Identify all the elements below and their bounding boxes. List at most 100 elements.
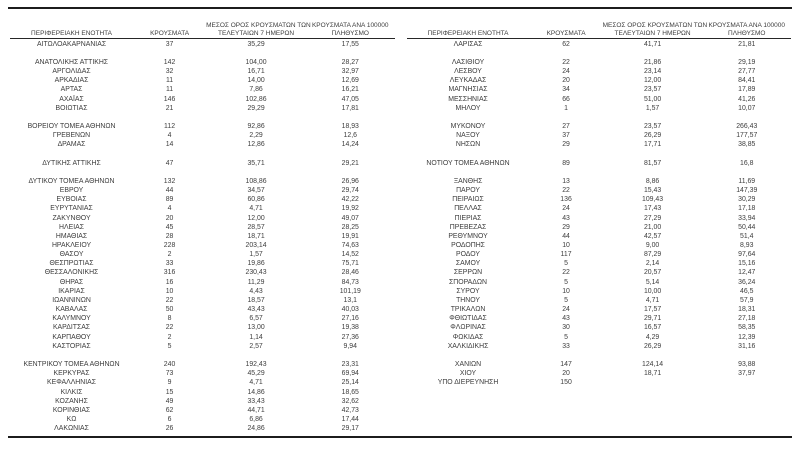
region-cell: ΚΟΖΑΝΗΣ	[55, 397, 88, 405]
avg7-header: ΜΕΣΟΣ ΟΡΟΣ ΚΡΟΥΣΜΑΤΩΝ ΤΩΝ ΤΕΛΕΥΤΑΙΩΝ 7 Η…	[603, 22, 708, 37]
cases-cell: 29	[562, 141, 570, 149]
avg7-cell: 4,43	[249, 287, 263, 295]
cases-cell: 240	[163, 361, 176, 369]
avg7-cell: 21,00	[643, 223, 662, 231]
avg7-cell: 81,57	[643, 159, 662, 167]
avg7-cell: 24,86	[247, 425, 265, 433]
table-row: ΔΡΑΜΑΣ 14 12,86 14,24	[10, 140, 395, 149]
per100k-cell: 40,03	[341, 306, 359, 314]
table-row: ΤΗΝΟΥ 5 4,71 57,9	[407, 296, 792, 305]
per100k-header-line2: ΠΛΗΘΥΣΜΟ	[728, 29, 766, 37]
region-cell: ΚΟΡΙΝΘΙΑΣ	[52, 406, 91, 414]
avg7-cell: 60,86	[247, 196, 265, 204]
avg7-cell: 16,71	[247, 68, 265, 76]
per100k-cell: 17,89	[738, 86, 756, 94]
table-row: ΥΠΟ ΔΙΕΡΕΥΝΗΣΗ 150	[407, 378, 792, 387]
table-row: ΤΡΙΚΑΛΩΝ 24 17,57 18,31	[407, 305, 792, 314]
per100k-cell: 23,31	[341, 361, 359, 369]
per100k-cell: 84,41	[738, 77, 756, 85]
table-row: ΑΙΤΩΛΟΑΚΑΡΝΑΝΙΑΣ 37 35,29 17,55	[10, 40, 395, 49]
cases-cell: 132	[163, 177, 176, 185]
avg7-cell: 4,71	[645, 296, 660, 304]
per100k-header-line1: ΚΡΟΥΣΜΑΤΑ ΑΝΑ 100000	[311, 22, 389, 30]
table-row: ΚΑΛΥΜΝΟΥ 8 6,57 27,16	[10, 314, 395, 323]
per100k-cell: 28,25	[341, 223, 359, 231]
region-cell: ΜΗΛΟΥ	[455, 104, 481, 112]
region-cell: ΤΗΝΟΥ	[456, 296, 480, 304]
region-cell: ΣΕΡΡΩΝ	[453, 269, 483, 277]
avg7-cell: 6,57	[249, 315, 263, 323]
region-cell: ΣΠΟΡΑΔΩΝ	[449, 278, 488, 286]
avg7-cell: 124,14	[642, 361, 664, 369]
table-row: ΚΙΛΚΙΣ 15 14,86 18,65	[10, 387, 395, 396]
cases-cell: 24	[562, 306, 570, 314]
table-row	[10, 351, 395, 360]
cases-cell: 5	[564, 333, 568, 341]
table-row: ΡΟΔΟΥ 117 87,29 97,64	[407, 250, 792, 259]
avg7-cell: 4,71	[249, 205, 263, 213]
cases-cell: 24	[562, 68, 570, 76]
table-row: ΧΙΟΥ 20 18,71 37,97	[407, 369, 792, 378]
avg7-cell: 16,57	[643, 324, 662, 332]
per100k-header-line2: ΠΛΗΘΥΣΜΟ	[331, 29, 369, 37]
cases-cell: 5	[167, 342, 172, 350]
region-cell: ΦΘΙΩΤΙΔΑΣ	[449, 315, 487, 323]
cases-cell: 13	[562, 177, 570, 185]
table-row	[407, 406, 792, 415]
cases-cell: 4	[167, 205, 172, 213]
cases-cell: 15	[165, 388, 174, 396]
bottom-border-line	[8, 436, 792, 438]
cases-header: ΚΡΟΥΣΜΑΤΑ	[546, 29, 586, 37]
region-cell: ΖΑΚΥΝΘΟΥ	[52, 214, 91, 222]
table-row: ΚΟΖΑΝΗΣ 49 33,43 32,62	[10, 397, 395, 406]
avg7-cell: 12,00	[643, 77, 662, 85]
table-row: ΠΡΕΒΕΖΑΣ 29 21,00 50,44	[407, 223, 792, 232]
cases-cell: 22	[562, 187, 570, 195]
region-cell: ΗΜΑΘΙΑΣ	[55, 232, 88, 240]
cases-cell: 22	[562, 269, 570, 277]
avg7-cell: 1,57	[249, 251, 263, 259]
region-cell: ΠΙΕΡΙΑΣ	[454, 214, 482, 222]
cases-cell: 146	[163, 95, 176, 103]
table-row	[10, 49, 395, 58]
table-row: ΦΩΚΙΔΑΣ 5 4,29 12,39	[407, 333, 792, 342]
region-cell: ΑΡΚΑΔΙΑΣ	[54, 77, 89, 85]
avg7-cell: 2,57	[249, 342, 263, 350]
avg7-header-line2: ΤΕΛΕΥΤΑΙΩΝ 7 ΗΜΕΡΩΝ	[218, 29, 295, 37]
region-cell: ΝΗΣΩΝ	[455, 141, 481, 149]
avg7-cell: 203,14	[245, 242, 267, 250]
cases-cell: 37	[562, 132, 570, 140]
per100k-cell: 36,24	[738, 278, 756, 286]
table-row: ΔΥΤΙΚΟΥ ΤΟΜΕΑ ΑΘΗΝΩΝ 132 108,86 26,96	[10, 177, 395, 186]
table-row: ΗΛΕΙΑΣ 45 28,57 28,25	[10, 223, 395, 232]
cases-cell: 117	[560, 251, 572, 259]
avg7-cell: 108,86	[245, 177, 267, 185]
cases-cell: 4	[167, 132, 172, 140]
cases-cell: 136	[560, 196, 572, 204]
region-cell: ΡΟΔΟΠΗΣ	[451, 242, 485, 250]
cases-cell: 5	[564, 296, 568, 304]
table-row: ΠΕΙΡΑΙΩΣ 136 109,43 30,29	[407, 195, 792, 204]
cases-cell: 22	[562, 58, 570, 66]
per100k-header: ΚΡΟΥΣΜΑΤΑ ΑΝΑ 100000 ΠΛΗΘΥΣΜΟ	[306, 22, 394, 37]
region-cell: ΕΥΡΥΤΑΝΙΑΣ	[50, 205, 93, 213]
avg7-cell: 4,29	[645, 333, 660, 341]
table-row	[407, 149, 792, 158]
per100k-cell: 11,69	[738, 177, 756, 185]
cases-cell: 47	[165, 159, 174, 167]
table-body: ΛΑΡΙΣΑΣ 62 41,71 21,81 ΛΑΣΙΘΙΟΥ 22 21,86 29,19 Λ…	[407, 39, 792, 433]
region-cell: ΡΕΘΥΜΝΟΥ	[448, 232, 488, 240]
avg7-cell: 35,29	[247, 40, 265, 48]
avg7-cell: 29,71	[643, 315, 662, 323]
avg7-cell: 10,00	[643, 287, 662, 295]
table-row: ΚΕΦΑΛΛΗΝΙΑΣ 9 4,71 25,14	[10, 378, 395, 387]
top-border-line	[8, 7, 792, 9]
region-cell: ΙΩΑΝΝΙΝΩΝ	[52, 296, 91, 304]
per100k-cell: 69,94	[341, 370, 359, 378]
regional-cases-table-left: ΠΕΡΙΦΕΡΕΙΑΚΗ ΕΝΟΤΗΤΑ ΚΡΟΥΣΜΑΤΑ ΜΕΣΟΣ ΟΡΟ…	[10, 11, 395, 433]
table-header-row: ΠΕΡΙΦΕΡΕΙΑΚΗ ΕΝΟΤΗΤΑ ΚΡΟΥΣΜΑΤΑ ΜΕΣΟΣ ΟΡΟ…	[10, 11, 395, 39]
per100k-header-line1: ΚΡΟΥΣΜΑΤΑ ΑΝΑ 100000	[708, 22, 786, 30]
cases-cell: 43	[562, 315, 570, 323]
region-cell: ΑΧΑΪΑΣ	[59, 95, 84, 103]
cases-cell: 8	[167, 315, 172, 323]
